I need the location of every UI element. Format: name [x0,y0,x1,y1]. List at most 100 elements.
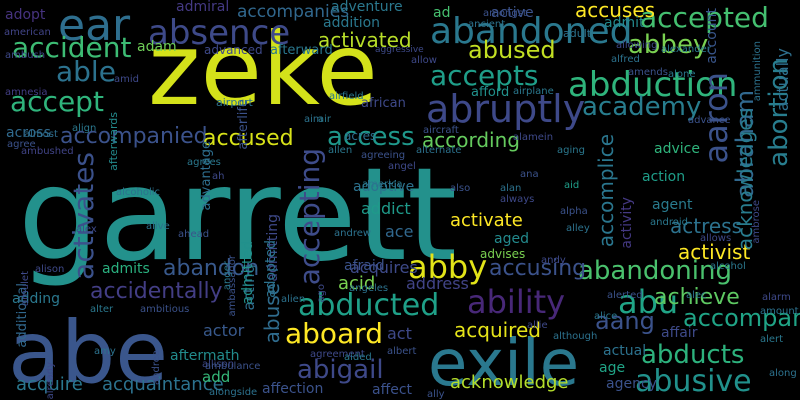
word-cloud-word: abbey [628,30,709,60]
word-cloud-word: able [56,55,116,88]
word-cloud-word: alan [500,183,522,194]
word-cloud-word: activated [318,28,412,52]
word-cloud-word: affect [372,382,413,398]
word-cloud-word: abby [408,248,488,286]
word-cloud-word: ambushed [21,146,74,157]
word-cloud-word: acquire [16,374,83,395]
word-cloud-word: ago [316,284,327,303]
word-cloud-word: accepting [293,148,326,286]
word-cloud-word: abe [8,303,169,400]
word-cloud-word: alison [35,264,65,275]
word-cloud-word: alpha [560,206,588,217]
word-cloud-word: adventure [331,0,403,15]
word-cloud-word: acknowledge [450,372,569,393]
word-cloud-word: acquaintance [102,374,224,395]
word-cloud-word: abu [618,283,679,321]
word-cloud-word: aboard [285,317,384,350]
word-cloud-word: across [6,125,51,141]
word-cloud-word: alcohol [710,261,746,272]
word-cloud-word: african [361,96,406,111]
word-cloud-word: alone [668,69,696,80]
word-cloud-word: activity [619,197,635,249]
word-cloud-word: aim [304,114,323,125]
word-cloud-word: along [769,368,797,379]
word-cloud-word: adding [12,291,61,307]
word-cloud-word: alongside [209,387,258,398]
word-cloud-word: abandoned [430,11,633,52]
word-cloud-word: airfield [329,91,364,102]
word-cloud-word: amid [114,74,139,85]
word-cloud-word: ahead [178,229,210,240]
word-cloud-word: allow [411,55,437,66]
word-cloud-word: abandoning [578,256,732,286]
word-cloud-word: alley [566,223,590,234]
word-cloud-word: active [491,5,534,21]
word-cloud-word: accidentally [90,279,223,304]
word-cloud-word: amnesia [5,87,48,98]
word-cloud-word: address [406,274,469,293]
word-cloud-word: ally [427,389,445,400]
word-cloud-word: afterward [270,43,333,58]
word-cloud-word: afterwards [107,112,120,171]
word-cloud-word: alexander [661,44,711,55]
word-cloud-word: allows [700,233,732,244]
word-cloud-word: adam [137,39,177,55]
word-cloud-word: aging [557,145,585,156]
word-cloud-word: alec [686,290,707,301]
word-cloud-word: andy [541,255,566,266]
word-cloud-word: ammunition [752,41,763,102]
word-cloud-word: alternate [416,145,462,156]
word-cloud-word: ana [520,169,539,180]
word-cloud-word: abducted [298,288,440,323]
word-cloud-word: abducts [641,340,745,370]
word-cloud-word: alert [760,334,784,345]
word-cloud-word: access [327,122,415,152]
word-cloud-word: aang [595,307,655,335]
word-cloud-word: adopt [5,7,46,23]
word-cloud-word: aged [494,231,529,247]
word-cloud-word: advises [480,247,526,261]
word-cloud-word: aftermath [170,348,240,364]
word-cloud-word: actually [773,48,792,112]
word-cloud-word: affair [661,325,698,341]
word-cloud-word: absence [148,13,291,53]
word-cloud-word: acquires [350,258,418,277]
word-cloud-word: age [599,360,626,376]
word-cloud-word: abruptly [426,87,586,131]
word-cloud-word: accepts [430,59,539,92]
word-cloud-word: addict [361,199,411,218]
word-cloud-word: aided [344,352,372,363]
word-cloud-word: agent [652,197,693,213]
word-cloud-word: garrett [18,141,457,290]
word-cloud-word: abused [468,36,556,64]
word-cloud-word: adoptive [353,179,415,195]
word-cloud-word: ability [467,283,566,321]
word-cloud-word: advance [688,115,731,126]
word-cloud-word: always [500,194,535,205]
word-cloud-word: also [450,183,471,194]
word-cloud-word: angeles [349,283,389,294]
word-cloud-word: accused [203,126,294,151]
word-cloud-word: activist [678,240,751,264]
word-cloud-word: actor [203,321,245,340]
word-cloud-word: acres [344,129,377,143]
word-cloud-word: admiral [176,0,230,15]
word-cloud-word: accomplice [594,134,618,248]
word-cloud-word: ambulance [205,361,261,372]
word-cloud-word: ace [385,222,414,241]
word-cloud-word: advanced [204,43,263,57]
word-cloud-word: alcoholic [116,187,161,198]
word-cloud-word: accident [12,31,132,64]
word-cloud-word: ancient [468,19,506,30]
word-cloud-word: abusive [635,364,752,399]
word-cloud-word: agreement [310,349,365,360]
word-cloud-word: ah [212,171,225,182]
word-cloud-word: andrea [151,350,162,385]
word-cloud-word: afraid [344,258,385,274]
word-cloud-word: exile [428,327,580,400]
word-cloud-word: allison [202,359,235,370]
word-cloud-word: according [422,128,520,152]
word-cloud-word: alice [594,311,618,322]
word-cloud-word: alex [76,224,97,235]
word-cloud-word: act [387,324,412,343]
